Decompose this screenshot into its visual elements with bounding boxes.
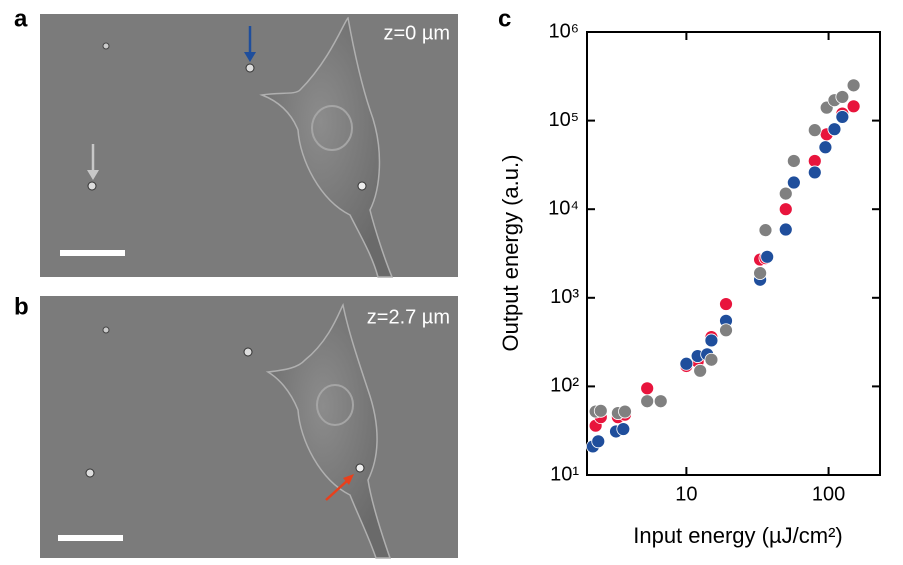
- plot-frame: [586, 31, 881, 476]
- y-tick-label: 10⁵: [548, 109, 579, 131]
- data-point: [693, 363, 708, 378]
- data-point: [704, 333, 719, 348]
- data-point: [807, 165, 822, 180]
- y-tick-label: 10¹: [550, 463, 579, 485]
- data-point: [827, 122, 842, 137]
- z-caption: z=0 µm: [383, 22, 450, 44]
- data-point: [591, 434, 606, 449]
- panel-label: b: [14, 293, 29, 320]
- x-axis-label: Input energy (µJ/cm²): [633, 523, 843, 548]
- z-caption: z=2.7 µm: [367, 306, 450, 328]
- data-point: [719, 323, 733, 338]
- data-point: [846, 99, 861, 114]
- data-point: [640, 394, 655, 409]
- data-point: [760, 249, 775, 264]
- data-point: [704, 352, 719, 367]
- data-point: [818, 140, 833, 155]
- data-point: [593, 403, 608, 418]
- panel-label: a: [14, 5, 28, 32]
- data-point: [778, 222, 793, 237]
- data-point: [758, 223, 773, 238]
- data-point: [616, 422, 631, 436]
- data-point: [618, 404, 632, 419]
- y-tick-label: 10⁴: [548, 197, 579, 219]
- y-axis-label: Output energy (a.u.): [498, 155, 523, 352]
- micrograph-a: [40, 14, 458, 278]
- x-tick-label: 10: [675, 483, 697, 505]
- data-point: [835, 90, 850, 104]
- panel-label: c: [498, 5, 511, 32]
- data-point: [835, 110, 850, 124]
- micrograph-b: [40, 296, 458, 559]
- data-point: [653, 394, 668, 409]
- data-point: [846, 78, 861, 93]
- data-point: [679, 356, 694, 371]
- y-tick-label: 10⁶: [549, 20, 579, 42]
- data-point: [807, 123, 822, 138]
- data-point: [786, 154, 801, 168]
- x-tick-label: 100: [812, 483, 845, 505]
- data-point: [753, 266, 768, 281]
- y-tick-label: 10³: [550, 286, 579, 308]
- data-point: [778, 202, 793, 217]
- data-point: [640, 381, 655, 396]
- data-point: [786, 175, 801, 190]
- y-tick-label: 10²: [550, 375, 579, 397]
- data-point: [719, 297, 733, 311]
- data-point: [778, 186, 793, 201]
